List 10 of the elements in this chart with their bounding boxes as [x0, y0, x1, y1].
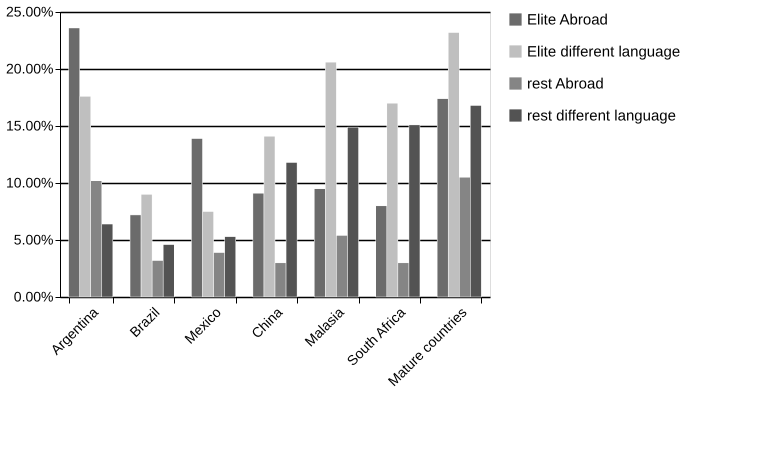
legend-label: rest Abroad [527, 76, 604, 92]
y-tick-label: 0.00% [14, 288, 54, 304]
y-tick-label: 25.00% [6, 4, 54, 20]
legend-label: rest different language [527, 108, 676, 124]
y-tick-label: 10.00% [6, 174, 54, 190]
y-tick-label: 20.00% [6, 60, 54, 76]
y-tick-label: 5.00% [14, 232, 54, 248]
legend-label: Elite Abroad [527, 12, 608, 28]
y-tick-label: 15.00% [6, 118, 54, 134]
legend-label: Elite different language [527, 44, 680, 60]
